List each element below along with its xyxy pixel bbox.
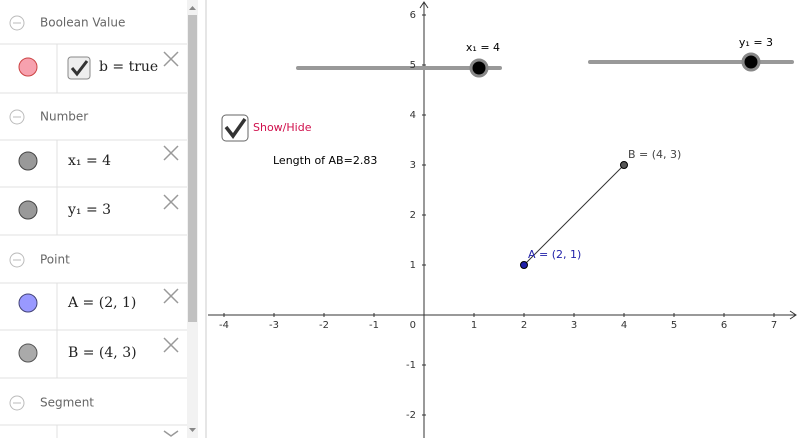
x-tick-label: 3	[571, 320, 577, 331]
group-title: Point	[40, 253, 70, 267]
collapse-buttons	[9, 15, 25, 411]
x-arrow	[789, 310, 797, 320]
origin-label: 0	[410, 320, 416, 331]
point-label: B = (4, 3)	[628, 148, 681, 161]
segment[interactable]	[523, 164, 625, 266]
y-tick-label: 1	[410, 260, 416, 271]
x-tick-label: 1	[471, 320, 477, 331]
visibility-toggle[interactable]	[18, 343, 38, 363]
point[interactable]	[520, 261, 528, 269]
slider-label: y₁ = 3	[739, 36, 773, 49]
slider-knob[interactable]	[469, 58, 489, 78]
visibility-toggle[interactable]	[18, 200, 38, 220]
x-tick-label: 2	[521, 320, 527, 331]
x-tick-label: -1	[369, 320, 379, 331]
y-tick-label: 2	[410, 210, 416, 221]
x-tick-label: -3	[269, 320, 279, 331]
y-tick-label: 3	[410, 160, 416, 171]
x-tick-label: 6	[721, 320, 727, 331]
slider-knob[interactable]	[741, 52, 761, 72]
row-dividers	[0, 43, 187, 438]
check-mark	[70, 60, 89, 77]
item-text: b = true	[99, 59, 158, 75]
group-title: Number	[40, 110, 88, 124]
y-tick-label: 6	[410, 10, 416, 21]
visibility-toggle[interactable]	[18, 151, 38, 171]
collapse-button[interactable]	[9, 252, 25, 268]
x-tick-label: 7	[771, 320, 777, 331]
x-tick-label: -2	[319, 320, 329, 331]
y-tick-label: 4	[410, 110, 416, 121]
item-text: x₁ = 4	[68, 153, 111, 169]
check-mark	[224, 117, 247, 139]
x-tick-label: 5	[671, 320, 677, 331]
item-text: y₁ = 3	[67, 202, 111, 218]
x-tick-label: 4	[621, 320, 627, 331]
group-title: Boolean Value	[40, 16, 125, 30]
y-tick-label: -2	[406, 410, 416, 421]
delete-button[interactable]	[163, 194, 179, 210]
visibility-toggle[interactable]	[18, 293, 38, 313]
slider-label: x₁ = 4	[466, 41, 500, 54]
item-text: B = (4, 3)	[68, 345, 137, 361]
collapse-button[interactable]	[9, 15, 25, 31]
y-tick-label: -1	[406, 360, 416, 371]
delete-buttons	[163, 51, 179, 437]
delete-button[interactable]	[163, 145, 179, 161]
collapse-button[interactable]	[9, 109, 25, 125]
x-tick-label: -4	[219, 320, 229, 331]
scrollbar-thumb[interactable]	[188, 15, 197, 322]
delete-button[interactable]	[163, 337, 179, 353]
checkbox-label: Show/Hide	[253, 121, 312, 134]
item-text: A = (2, 1)	[67, 295, 136, 311]
group-title: Segment	[40, 396, 94, 410]
delete-button[interactable]	[163, 51, 179, 67]
point-label: A = (2, 1)	[528, 248, 581, 261]
point[interactable]	[620, 161, 628, 169]
y-arrow	[419, 1, 429, 9]
collapse-button[interactable]	[9, 395, 25, 411]
length-text: Length of AB=2.83	[273, 154, 377, 167]
y-tick-label: 5	[410, 60, 416, 71]
visibility-toggle[interactable]	[18, 57, 38, 77]
delete-button[interactable]	[163, 288, 179, 304]
checkbox[interactable]	[67, 56, 91, 80]
